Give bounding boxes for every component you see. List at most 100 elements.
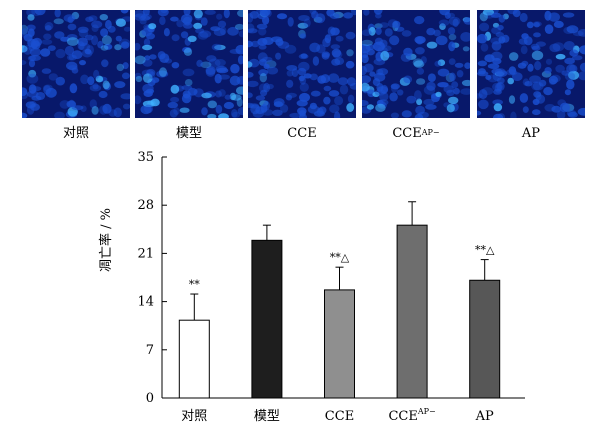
cell-nucleus (311, 10, 319, 19)
cell-nucleus (423, 98, 435, 106)
cell-nucleus (479, 12, 488, 22)
cell-nucleus (53, 18, 64, 25)
cell-nucleus (507, 77, 514, 85)
cell-nucleus (328, 90, 340, 97)
cell-nucleus (543, 87, 553, 96)
cell-nucleus (318, 106, 327, 115)
cell-nucleus (518, 38, 528, 45)
cell-nucleus (187, 35, 197, 42)
cell-nucleus (380, 50, 390, 61)
cell-nucleus (345, 31, 356, 40)
cell-nucleus (579, 45, 585, 55)
cell-nucleus (115, 35, 122, 42)
cell-nucleus (414, 16, 425, 25)
cell-nucleus (437, 68, 450, 77)
cell-nucleus (451, 81, 459, 89)
cell-nucleus (460, 32, 470, 42)
cell-nucleus (87, 76, 95, 86)
cell-nucleus (118, 38, 130, 47)
cell-nucleus (200, 17, 208, 26)
cell-nucleus (171, 62, 180, 69)
cell-nucleus (34, 10, 46, 16)
cell-nucleus (493, 113, 504, 118)
cell-nucleus (298, 75, 305, 82)
cell-nucleus (28, 59, 36, 68)
cell-nucleus (508, 66, 517, 75)
cell-nucleus (530, 43, 540, 50)
cell-nucleus (266, 66, 279, 75)
cell-nucleus (379, 39, 388, 48)
cell-nucleus (435, 91, 442, 97)
cell-nucleus (22, 90, 29, 100)
cell-nucleus (223, 10, 230, 19)
cell-nucleus (477, 110, 482, 116)
cell-nucleus (559, 102, 570, 113)
cell-nucleus (69, 83, 78, 94)
bar (469, 279, 501, 399)
cell-nucleus (143, 73, 153, 83)
cell-nucleus (437, 59, 446, 66)
cell-nucleus (193, 10, 203, 19)
cell-nucleus (491, 41, 502, 51)
micrograph-control (22, 10, 130, 118)
cell-nucleus (544, 67, 552, 74)
cell-nucleus (55, 48, 66, 59)
cell-nucleus (41, 68, 52, 74)
cell-nucleus (263, 100, 270, 111)
cell-nucleus (27, 55, 36, 61)
cell-nucleus (452, 18, 459, 27)
cell-nucleus (414, 113, 424, 118)
cell-nucleus (363, 10, 370, 16)
cell-nucleus (343, 12, 353, 19)
cell-nucleus (248, 23, 255, 33)
cell-nucleus (557, 99, 567, 107)
cell-nucleus (218, 113, 229, 118)
cell-nucleus (120, 41, 130, 49)
cell-nucleus (323, 85, 332, 92)
cell-nucleus (229, 75, 241, 86)
cell-nucleus (59, 100, 70, 109)
cell-nucleus (120, 93, 130, 100)
cell-nucleus (248, 28, 258, 34)
cell-nucleus (414, 90, 422, 101)
cell-nucleus (22, 45, 28, 53)
cell-nucleus (464, 62, 470, 69)
cell-nucleus (416, 98, 423, 106)
cell-nucleus (339, 84, 349, 95)
cell-nucleus (346, 103, 355, 112)
cell-nucleus (77, 37, 88, 47)
cell-nucleus (71, 105, 84, 111)
cell-nucleus (309, 73, 318, 81)
cell-nucleus (415, 105, 425, 115)
cell-nucleus (26, 73, 39, 84)
cell-nucleus (368, 26, 376, 36)
cell-nucleus (179, 107, 190, 113)
cell-nucleus (47, 45, 56, 51)
cell-nucleus (183, 22, 193, 29)
cell-nucleus (289, 112, 302, 118)
cell-nucleus (44, 22, 54, 31)
cell-nucleus (248, 80, 259, 88)
cell-nucleus (22, 112, 28, 118)
cell-nucleus (564, 89, 571, 96)
cell-nucleus (397, 89, 404, 96)
cell-nucleus (122, 62, 129, 70)
cell-nucleus (287, 17, 294, 27)
cell-nucleus (312, 56, 320, 66)
cell-nucleus (41, 39, 53, 45)
cell-nucleus (362, 65, 367, 76)
cell-nucleus (100, 45, 109, 51)
cell-nucleus (54, 111, 65, 118)
y-axis-label: 凋亡率 / % (99, 208, 114, 272)
cell-nucleus (214, 59, 226, 67)
cell-nucleus (477, 60, 488, 67)
cell-nucleus (366, 48, 375, 56)
cell-nucleus (286, 70, 294, 77)
cell-nucleus (79, 42, 91, 51)
cell-nucleus (114, 44, 122, 51)
cell-nucleus (66, 61, 78, 70)
panel-label-cce-ap: CCEAP− (392, 126, 440, 141)
cell-nucleus (170, 96, 180, 103)
cell-nucleus (297, 67, 307, 76)
cell-nucleus (91, 20, 103, 29)
